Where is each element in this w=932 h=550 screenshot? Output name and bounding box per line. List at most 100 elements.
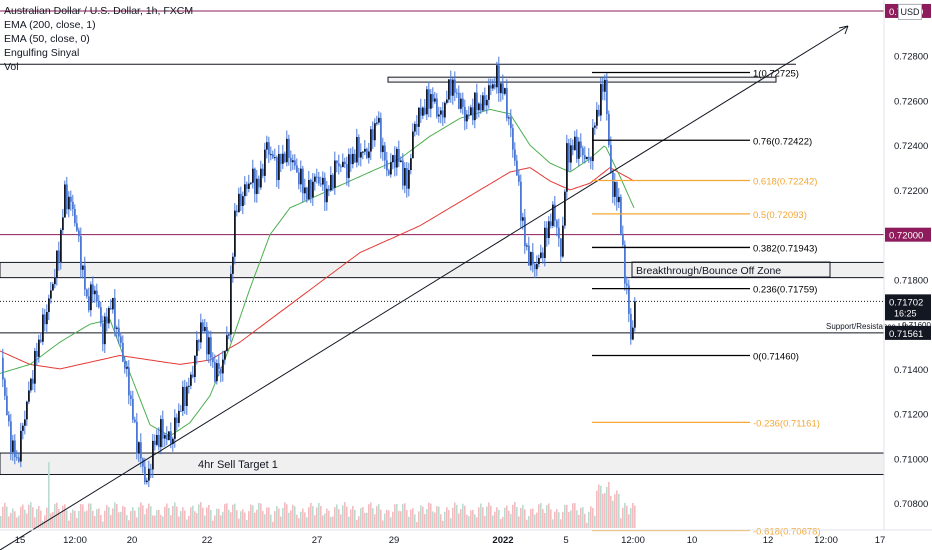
candle-body [210, 337, 212, 358]
volume-bar [472, 509, 474, 528]
x-tick-label: 12 [763, 535, 774, 546]
candle-body [572, 145, 574, 151]
volume-bar [538, 504, 540, 528]
volume-bar [530, 508, 532, 528]
volume-bar [566, 505, 568, 528]
volume-bar [300, 511, 302, 528]
volume-bar [142, 505, 144, 528]
volume-bar [460, 509, 462, 528]
candle-body [298, 172, 300, 185]
candle-body [248, 183, 250, 189]
volume-bar [172, 505, 174, 528]
candle-body [260, 168, 262, 188]
volume-bar [260, 503, 262, 528]
candle-body [318, 176, 320, 184]
y-tick-label: 0.71400 [894, 365, 928, 376]
candle-body [460, 98, 462, 109]
volume-bar [436, 506, 438, 528]
volume-bar [226, 503, 228, 528]
volume-bar [420, 505, 422, 528]
volume-bar [362, 507, 364, 528]
candle-body [306, 187, 308, 200]
candle-body [246, 184, 248, 189]
candle-body [578, 141, 580, 159]
x-tick-label: 29 [389, 535, 400, 546]
candle-body [442, 110, 444, 118]
volume-bar [478, 507, 480, 528]
volume-bar [274, 511, 276, 528]
candle-body [228, 334, 230, 336]
candle-body [108, 307, 110, 324]
candle-body [4, 379, 6, 396]
candle-body [560, 238, 562, 257]
x-tick-label: 27 [312, 535, 323, 546]
candle-body [492, 84, 494, 89]
candle-body [528, 245, 530, 266]
candle-body [634, 301, 636, 328]
volume-bar [62, 505, 64, 528]
volume-bar [558, 512, 560, 528]
candle-body [26, 401, 28, 420]
candle-body [150, 468, 152, 470]
y-tick-label: 0.72600 [894, 96, 928, 107]
candle-body [274, 157, 276, 159]
candle-body [370, 129, 372, 152]
candle-body [390, 162, 392, 175]
candle-body [544, 227, 546, 258]
volume-bar [46, 507, 48, 528]
volume-bar [254, 512, 256, 528]
candle-body [552, 204, 554, 226]
volume-bar [628, 514, 630, 528]
volume-bar [440, 514, 442, 528]
candle-body [416, 123, 418, 127]
volume-bar [398, 510, 400, 528]
volume-bar [76, 517, 78, 528]
volume-bar [216, 508, 218, 528]
candle-body [158, 434, 160, 448]
volume-bar [82, 504, 84, 528]
candle-body [194, 355, 196, 378]
volume-bar [246, 520, 248, 528]
candle-body [594, 125, 596, 128]
candle-body [522, 217, 524, 221]
candle-body [92, 284, 94, 295]
candle-body [336, 160, 338, 164]
candle-body [586, 156, 588, 160]
candle-body [350, 154, 352, 165]
candle-body [128, 367, 130, 396]
candle-body [624, 244, 626, 284]
candle-body [406, 168, 408, 189]
candle-body [438, 114, 440, 117]
candle-body [250, 182, 252, 184]
candle-body [486, 99, 488, 106]
candle-body [504, 88, 506, 94]
candle-body [50, 290, 52, 299]
volume-bar [404, 503, 406, 528]
candle-body [120, 336, 122, 343]
volume-bar [466, 514, 468, 528]
volume-bar [624, 502, 626, 528]
volume-bar [256, 509, 258, 528]
candle-body [84, 265, 86, 290]
candle-body [232, 256, 234, 274]
volume-bar [416, 522, 418, 528]
volume-bar [170, 515, 172, 528]
candle-body [580, 141, 582, 149]
candle-body [82, 265, 84, 270]
candle-body [408, 170, 410, 189]
volume-bar [542, 509, 544, 528]
currency-badge[interactable]: USD [898, 4, 922, 20]
candle-body [582, 148, 584, 156]
volume-bar [32, 507, 34, 528]
volume-bar [248, 511, 250, 528]
volume-bar [406, 510, 408, 528]
candle-body [436, 98, 438, 117]
candle-body [10, 421, 12, 453]
candle-body [464, 106, 466, 122]
countdown-label: 16:25 [894, 308, 917, 318]
candle-body [48, 298, 50, 312]
volume-bar [604, 493, 606, 528]
candle-body [498, 65, 500, 94]
